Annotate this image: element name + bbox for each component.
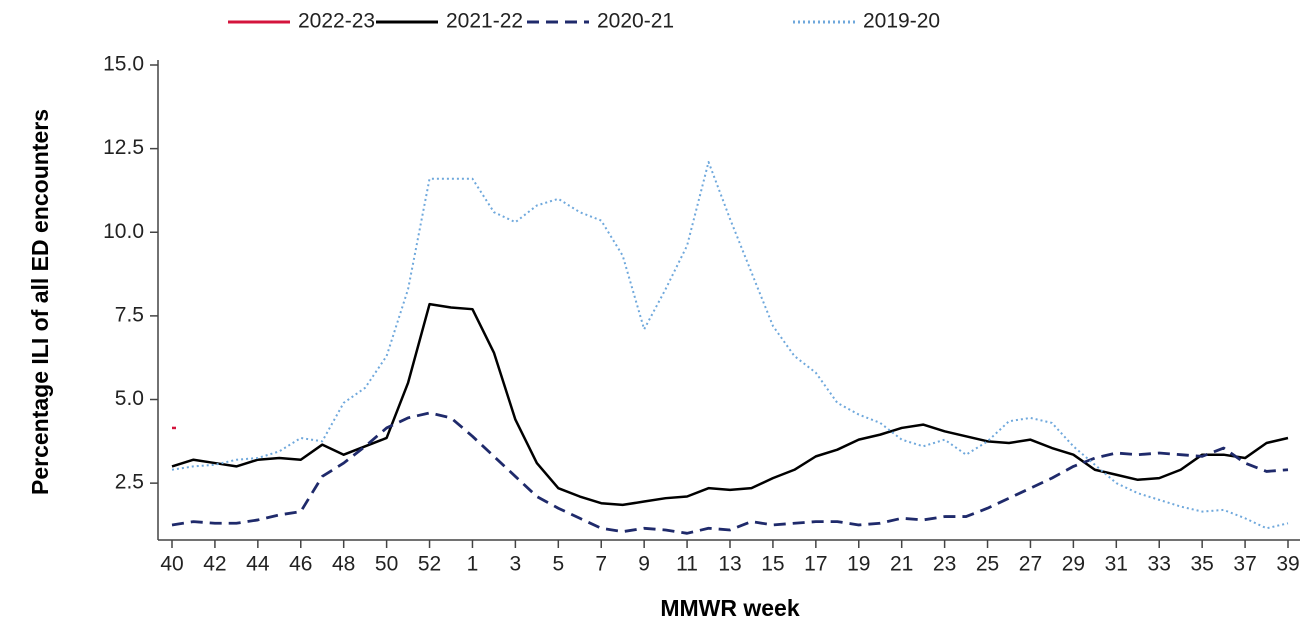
x-tick-label: 40 — [160, 553, 183, 576]
legend-label: 2021-22 — [446, 10, 523, 33]
x-tick-label: 27 — [1019, 553, 1042, 576]
series-line — [171, 411, 1289, 535]
y-tick-label: 7.5 — [115, 303, 144, 326]
x-tick-label: 33 — [1148, 553, 1171, 576]
x-tick-label: 11 — [676, 553, 698, 576]
x-tick-label: 5 — [552, 553, 564, 576]
x-tick-label: 23 — [933, 553, 956, 576]
x-tick-label: 13 — [718, 553, 741, 576]
x-tick-label: 21 — [890, 553, 913, 576]
legend-label: 2019-20 — [863, 10, 940, 33]
y-tick-label: 12.5 — [103, 136, 144, 159]
x-tick-label: 39 — [1276, 553, 1299, 576]
x-tick-label: 15 — [761, 553, 784, 576]
x-tick-label: 44 — [246, 553, 270, 576]
x-tick-label: 48 — [332, 553, 355, 576]
x-tick-label: 46 — [289, 553, 312, 576]
y-tick-label: 2.5 — [115, 471, 144, 494]
y-tick-label: 15.0 — [103, 53, 144, 76]
legend-label: 2022-23 — [298, 10, 375, 33]
x-axis-title: MMWR week — [660, 595, 800, 621]
series-line — [171, 161, 1289, 530]
x-tick-label: 42 — [203, 553, 226, 576]
x-tick-label: 31 — [1105, 553, 1128, 576]
x-tick-label: 17 — [804, 553, 827, 576]
x-tick-label: 50 — [375, 553, 398, 576]
x-tick-label: 9 — [638, 553, 650, 576]
y-axis-title: Percentage ILI of all ED encounters — [27, 109, 53, 495]
x-tick-label: 37 — [1233, 553, 1256, 576]
x-tick-label: 19 — [847, 553, 870, 576]
x-tick-label: 25 — [976, 553, 999, 576]
x-tick-label: 1 — [467, 553, 479, 576]
x-tick-label: 35 — [1190, 553, 1213, 576]
x-tick-label: 52 — [418, 553, 441, 576]
legend-label: 2020-21 — [597, 10, 674, 33]
y-tick-label: 5.0 — [115, 387, 144, 410]
x-tick-label: 29 — [1062, 553, 1085, 576]
series-line — [171, 302, 1289, 507]
y-tick-label: 10.0 — [103, 220, 144, 243]
x-tick-label: 7 — [595, 553, 607, 576]
x-tick-label: 3 — [510, 553, 522, 576]
